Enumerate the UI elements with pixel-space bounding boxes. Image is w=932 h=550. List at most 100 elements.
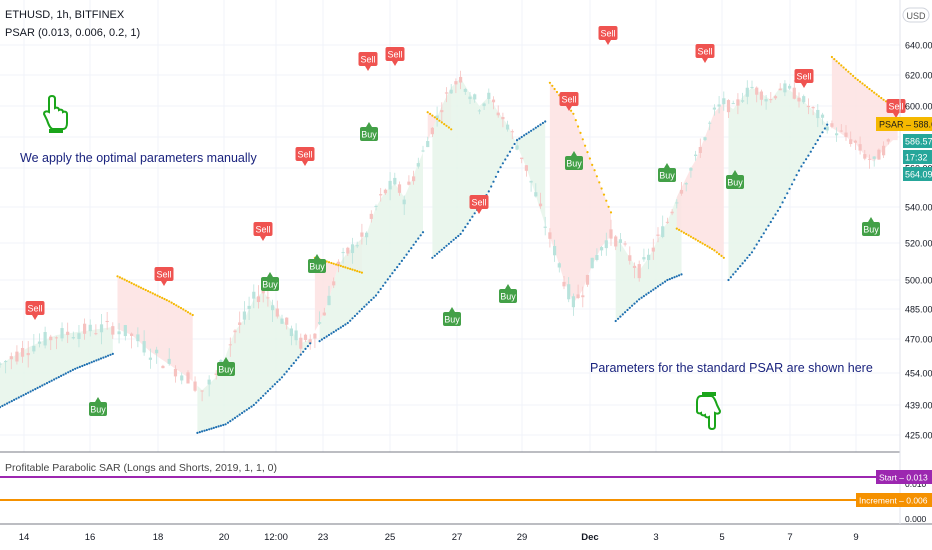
sell-signal[interactable]: Sell [695,44,715,63]
sar-dot-short [579,131,582,134]
sell-signal[interactable]: Sell [559,92,579,111]
sar-dot-long [471,215,474,218]
sar-dot-long [459,232,462,236]
candle-body [736,99,740,106]
sar-dot-long [776,209,780,212]
sar-dot-long [797,169,801,172]
x-tick-label: Dec [581,532,598,543]
candle-body [346,247,350,254]
sar-dot-long [527,131,530,134]
sar-dot-long [210,427,213,430]
sar-dot-long [762,232,765,235]
signal-markers[interactable]: Sell Buy Sell Buy Sell Buy Sell Buy Sell Buy Sell B… [25,26,906,416]
sar-dot-long [45,382,49,385]
buy-signal[interactable]: Buy [726,170,744,189]
sar-dot-short [147,290,150,293]
candle-body [491,99,496,103]
svg-text:17:32: 17:32 [905,153,928,163]
sar-dot-long [414,240,417,243]
buy-signal[interactable]: Buy [217,357,235,376]
candle-body [745,87,749,97]
psar-price-badge: PSAR – 588.63 [876,117,932,131]
candle-body [637,264,641,279]
sar-dot-short [689,235,693,238]
sar-dot-long [391,272,394,275]
sar-dot-long [320,338,323,341]
sar-dot-long [201,430,204,433]
buy-signal[interactable]: Buy [89,397,107,416]
sar-dot-short [440,121,443,124]
buy-signal[interactable]: Buy [308,254,326,273]
indicator-title[interactable]: PSAR (0.013, 0.006, 0.2, 1) [5,27,140,39]
currency-label: USD [906,11,926,21]
sar-dot-short [847,70,850,73]
candle-body [393,177,397,185]
currency-box[interactable] [902,7,930,23]
sar-dot-short [584,144,587,147]
buy-signal[interactable]: Buy [862,217,880,236]
sar-dot-long [544,120,547,123]
sell-signal[interactable]: Sell [295,147,315,166]
candle-body [99,324,104,333]
sell-signal[interactable]: Sell [886,99,906,118]
sell-signal[interactable]: Sell [385,47,405,66]
candle-body [548,232,552,239]
candle-body [66,331,70,335]
buy-signal[interactable]: Buy [658,163,676,182]
sub-indicator-title[interactable]: Profitable Parabolic SAR (Longs and Shor… [5,462,277,474]
sar-dot-long [779,205,782,209]
sar-dot-short [574,119,577,122]
sar-dot-long [675,275,678,278]
sar-dot-long [306,345,309,348]
candle-body [148,357,152,360]
sar-dot-short [179,306,183,310]
sar-dot-long [57,376,60,379]
sar-dot-short [837,62,841,65]
sar-dot-long [248,407,251,410]
sar-dot-long [217,425,220,428]
sar-dot-short [154,293,157,296]
sell-label: Sell [255,225,270,235]
sar-dot-long [642,295,646,298]
sar-dot-long [755,243,758,246]
sar-dot-short [163,297,166,301]
sar-dot-long [788,187,791,190]
sar-dot-long [464,226,467,229]
sell-signal[interactable]: Sell [154,267,174,286]
sar-dot-long [90,361,93,364]
sell-signal[interactable]: Sell [469,195,489,214]
candle-body [9,356,13,360]
sar-dot-long [379,287,382,291]
sar-dot-long [673,276,676,279]
buy-signal[interactable]: Buy [443,307,461,326]
sell-signal[interactable]: Sell [358,52,378,71]
sar-dot-short [835,60,838,63]
buy-signal[interactable]: Buy [499,284,517,303]
sell-signal[interactable]: Sell [794,69,814,88]
sar-dot-long [781,201,784,204]
candle-body [571,296,575,308]
sar-dot-long [407,250,410,253]
sar-dot-long [631,304,634,307]
sar-dot-long [614,319,617,323]
sar-dot-long [24,392,27,395]
buy-signal[interactable]: Buy [360,122,378,141]
sell-signal[interactable]: Sell [25,301,45,320]
time-axis[interactable]: 14 16 18 20 12:00 23 25 27 29 Dec 3 5 7 9 [19,532,859,543]
sar-dot-long [370,298,373,302]
sar-dot-short [859,80,862,83]
sar-dot-long [372,296,375,299]
buy-signal[interactable]: Buy [261,272,279,291]
candle-body [435,115,439,119]
candle-body [285,317,289,325]
sar-dot-short [553,87,556,91]
sar-dot-long [640,296,643,299]
buy-signal[interactable]: Buy [565,151,583,170]
sar-dot-short [840,64,843,67]
sar-dot-long [438,250,441,253]
sell-signal[interactable]: Sell [253,222,273,241]
sell-label: Sell [561,95,576,105]
symbol-title[interactable]: ETHUSD, 1h, BITFINEX [5,9,125,21]
sell-signal[interactable]: Sell [598,26,618,45]
